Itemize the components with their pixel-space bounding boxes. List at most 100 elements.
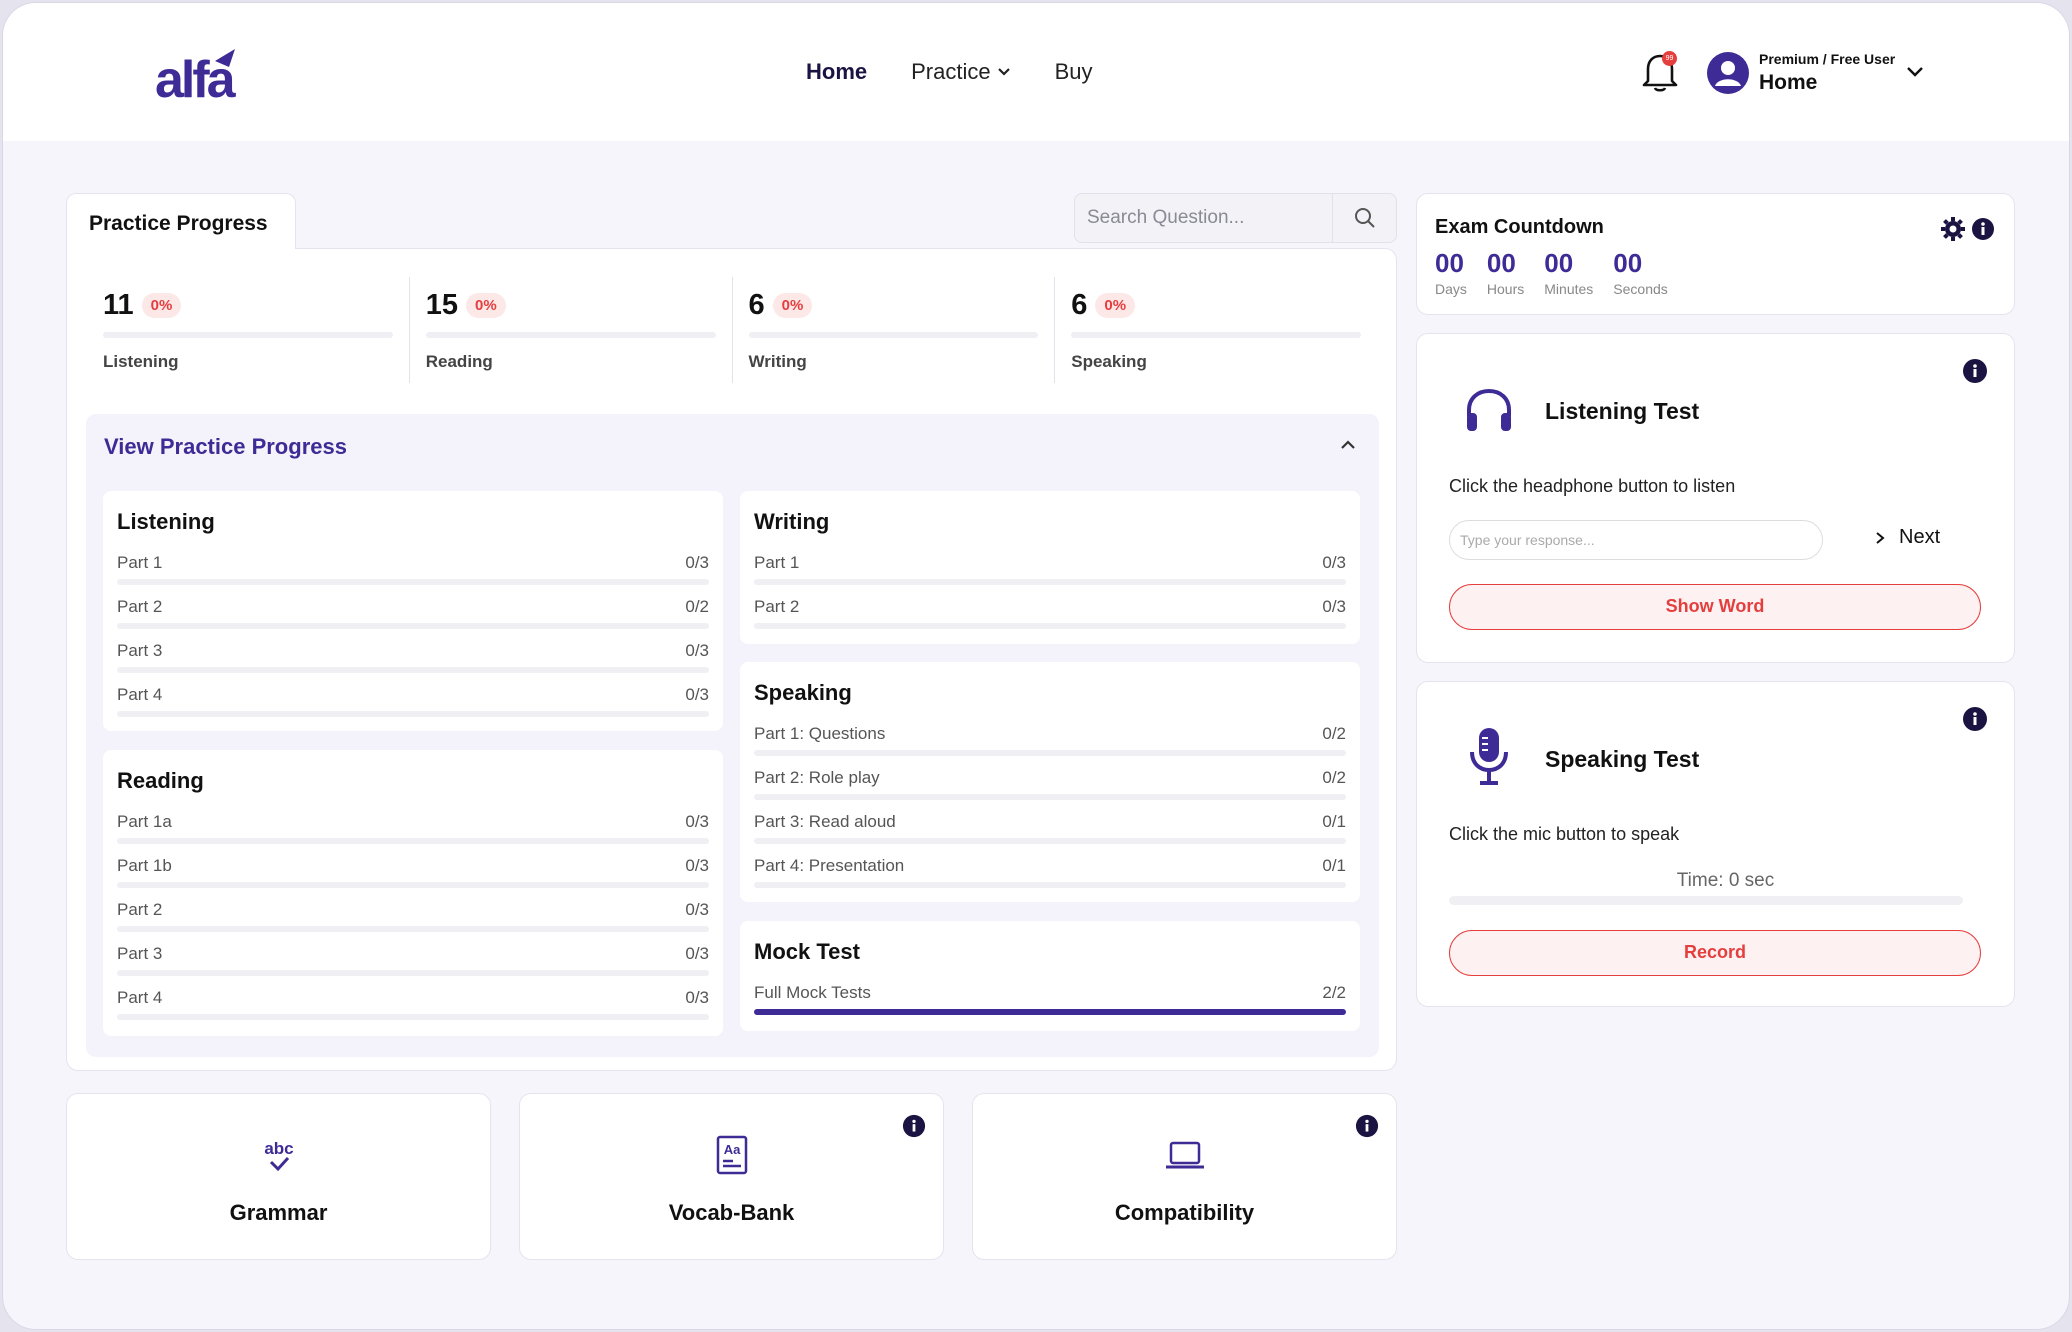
headphone-icon[interactable] xyxy=(1463,386,1515,434)
progress-row[interactable]: Part 2: Role play 0/2 xyxy=(754,768,1346,787)
view-practice-progress-panel: View Practice Progress Listening Part 1 0… xyxy=(86,414,1379,1057)
listening-test-title: Listening Test xyxy=(1545,398,1700,424)
progress-row-value: 0/3 xyxy=(1322,553,1346,572)
progress-row-value: 0/2 xyxy=(1322,724,1346,743)
show-word-button[interactable]: Show Word xyxy=(1449,584,1981,630)
svg-text:Aa: Aa xyxy=(723,1142,740,1157)
progress-row[interactable]: Full Mock Tests 2/2 xyxy=(754,983,1346,1002)
grammar-card[interactable]: abc Grammar xyxy=(66,1093,491,1260)
chevron-right-icon xyxy=(1876,531,1885,544)
progress-row-bar xyxy=(117,970,709,976)
abc-check-icon: abc xyxy=(264,1139,293,1172)
progress-row[interactable]: Part 1 0/3 xyxy=(754,553,1346,572)
stat-reading: 15 0% Reading xyxy=(410,277,733,383)
progress-row-label: Part 2 xyxy=(117,597,163,616)
nav-practice[interactable]: Practice xyxy=(911,59,1010,85)
progress-row[interactable]: Part 4 0/3 xyxy=(117,988,709,1007)
record-button[interactable]: Record xyxy=(1449,930,1981,976)
search-button[interactable] xyxy=(1332,194,1396,242)
countdown-value: 00 xyxy=(1613,248,1643,278)
progress-row[interactable]: Part 1: Questions 0/2 xyxy=(754,724,1346,743)
stat-progress-bar xyxy=(425,332,716,338)
view-practice-progress-title[interactable]: View Practice Progress xyxy=(104,434,347,459)
microphone-icon[interactable] xyxy=(1467,726,1511,786)
progress-row[interactable]: Part 1 0/3 xyxy=(117,553,709,572)
search-input[interactable] xyxy=(1075,194,1332,242)
timer-text: Time: 0 sec xyxy=(1676,870,1775,891)
chevron-up-icon[interactable] xyxy=(1339,436,1357,454)
nav-buy[interactable]: Buy xyxy=(1055,59,1093,85)
progress-row-label: Part 3 xyxy=(117,641,163,660)
countdown-cells: 00 Days 00 Hours 00 Minutes 00 Seconds xyxy=(1435,248,1668,297)
next-button[interactable]: Next xyxy=(1875,526,1940,549)
progress-row-bar xyxy=(117,926,709,932)
timer-progress-bar xyxy=(1449,896,1963,905)
countdown-label: Days xyxy=(1435,281,1467,297)
response-input[interactable] xyxy=(1449,520,1823,560)
progress-row[interactable]: Part 2 0/3 xyxy=(117,900,709,919)
progress-row-value: 0/3 xyxy=(685,685,709,704)
section-writing: Writing Part 1 0/3 Part 2 0/3 xyxy=(740,491,1360,644)
dictionary-icon: Aa xyxy=(716,1135,747,1175)
main-nav: Home Practice Buy xyxy=(806,59,1093,85)
info-icon[interactable] xyxy=(1970,216,1996,242)
progress-row-bar xyxy=(117,838,709,844)
countdown-seconds: 00 Seconds xyxy=(1613,248,1667,297)
section-title: Reading xyxy=(117,768,204,793)
progress-row-value: 0/1 xyxy=(1322,812,1346,831)
progress-row-bar xyxy=(117,882,709,888)
progress-row-bar xyxy=(117,579,709,585)
vocab-bank-card[interactable]: Aa Vocab-Bank xyxy=(519,1093,944,1260)
next-label: Next xyxy=(1899,526,1941,548)
user-role: Premium / Free User xyxy=(1759,51,1896,67)
progress-row[interactable]: Part 3 0/3 xyxy=(117,641,709,660)
progress-row[interactable]: Part 3: Read aloud 0/1 xyxy=(754,812,1346,831)
progress-row-value: 0/3 xyxy=(685,900,709,919)
progress-row-label: Part 4 xyxy=(117,685,163,704)
alfa-logo[interactable]: alfa xyxy=(155,47,261,105)
progress-row-label: Part 1a xyxy=(117,812,172,831)
progress-row[interactable]: Part 4: Presentation 0/1 xyxy=(754,856,1346,875)
practice-progress-tab[interactable]: Practice Progress xyxy=(66,193,296,249)
progress-row-label: Part 1 xyxy=(117,553,163,572)
exam-countdown-card: Exam Countdown 00 Days 00 Hours 00 Minutes … xyxy=(1416,193,2015,315)
info-icon[interactable] xyxy=(1962,706,1988,732)
progress-row-value: 0/3 xyxy=(1322,597,1346,616)
progress-row[interactable]: Part 1a 0/3 xyxy=(117,812,709,831)
section-title: Listening xyxy=(117,509,215,534)
info-icon[interactable] xyxy=(902,1114,926,1138)
info-icon[interactable] xyxy=(1962,358,1988,384)
progress-row-value: 0/3 xyxy=(685,641,709,660)
countdown-label: Hours xyxy=(1486,281,1525,297)
progress-row-bar xyxy=(754,750,1346,756)
nav-home[interactable]: Home xyxy=(806,59,867,85)
progress-row[interactable]: Part 1b 0/3 xyxy=(117,856,709,875)
countdown-label: Seconds xyxy=(1613,281,1668,297)
stats-row: 11 0% Listening 15 0% Reading 6 0% Writing … xyxy=(87,277,1377,383)
section-title: Mock Test xyxy=(754,939,860,964)
svg-text:abc: abc xyxy=(264,1139,293,1158)
stat-count: 11 xyxy=(103,289,134,321)
user-menu-chevron-icon[interactable] xyxy=(1905,65,1925,79)
progress-row-bar xyxy=(117,711,709,717)
progress-row-value: 0/3 xyxy=(685,812,709,831)
progress-row-value: 0/1 xyxy=(1322,856,1346,875)
info-icon[interactable] xyxy=(1355,1114,1379,1138)
progress-row[interactable]: Part 2 0/3 xyxy=(754,597,1346,616)
grammar-label: Grammar xyxy=(229,1200,328,1225)
search-box xyxy=(1074,193,1397,243)
progress-row[interactable]: Part 3 0/3 xyxy=(117,944,709,963)
bell-icon[interactable] xyxy=(1640,51,1680,93)
avatar[interactable] xyxy=(1706,51,1750,95)
gear-icon[interactable] xyxy=(1940,216,1966,242)
progress-row[interactable]: Part 4 0/3 xyxy=(117,685,709,704)
nav-practice-label: Practice xyxy=(911,59,991,84)
section-title: Speaking xyxy=(754,680,852,705)
progress-row-label: Part 2 xyxy=(754,597,800,616)
countdown-value: 00 xyxy=(1486,248,1516,278)
progress-row[interactable]: Part 2 0/2 xyxy=(117,597,709,616)
countdown-label: Minutes xyxy=(1544,281,1594,297)
compatibility-card[interactable]: Compatibility xyxy=(972,1093,1397,1260)
progress-row-value: 0/3 xyxy=(685,944,709,963)
